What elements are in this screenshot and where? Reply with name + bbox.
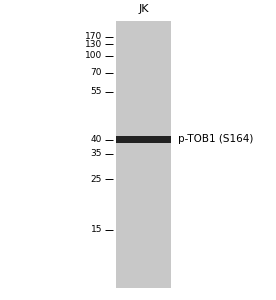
Text: 15: 15 <box>91 225 102 234</box>
Text: 35: 35 <box>91 149 102 158</box>
Text: 55: 55 <box>91 87 102 96</box>
Text: JK: JK <box>138 4 149 14</box>
Text: p-TOB1 (S164): p-TOB1 (S164) <box>178 134 253 145</box>
Text: 25: 25 <box>91 175 102 184</box>
Text: 170: 170 <box>85 32 102 41</box>
Text: 40: 40 <box>91 135 102 144</box>
Text: 130: 130 <box>85 40 102 49</box>
Text: 100: 100 <box>85 51 102 60</box>
Bar <box>116 136 171 143</box>
Text: 70: 70 <box>91 68 102 77</box>
Bar <box>116 21 171 288</box>
